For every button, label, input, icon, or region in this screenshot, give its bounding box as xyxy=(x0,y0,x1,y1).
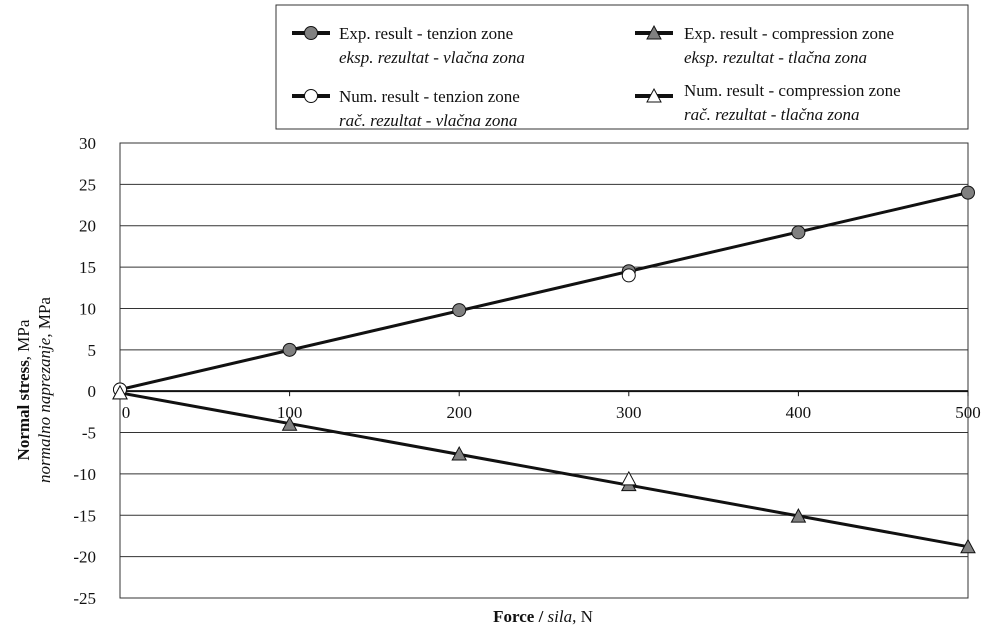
y-tick-label: 5 xyxy=(88,341,97,360)
legend-marker-num-tension xyxy=(304,89,318,103)
y-tick-label: 15 xyxy=(79,258,96,277)
x-tick-label: 500 xyxy=(955,403,981,422)
y-tick-label: 20 xyxy=(79,217,96,236)
legend-entry-num-tension: Num. result - tenzion zone rač. rezultat… xyxy=(292,87,520,130)
plot-frame xyxy=(119,142,969,599)
legend-marker-num-compression xyxy=(646,87,662,103)
legend-label-exp-tension: Exp. result - tenzion zone xyxy=(339,24,513,43)
x-axis-title-bold: Force xyxy=(493,607,535,626)
x-axis-title-unit: , N xyxy=(572,607,593,626)
data-point-triangle xyxy=(620,470,637,486)
y-tick-label: -25 xyxy=(73,589,96,608)
plot-area: 30 25 20 15 10 5 0 -5 -10 -15 -20 -25 0 100 200 300 400 5… xyxy=(73,134,980,608)
x-tick-label: 200 xyxy=(446,403,472,422)
x-tick-label: 0 xyxy=(122,403,131,422)
y-tick-label: -5 xyxy=(82,424,96,443)
y-axis-title-unit: , MPa xyxy=(14,319,33,360)
data-point-circle xyxy=(282,342,297,357)
legend-label-num-compression: Num. result - compression zone xyxy=(684,81,901,100)
legend-entry-exp-compression: Exp. result - compression zone eksp. rez… xyxy=(635,24,894,67)
y-tick-label: 0 xyxy=(88,382,97,401)
legend-sublabel-num-compression: rač. rezultat - tlačna zona xyxy=(684,105,860,124)
y-axis-title-unit2: , MPa xyxy=(35,297,54,338)
trend-line-tension xyxy=(119,191,969,391)
legend-label-num-tension: Num. result - tenzion zone xyxy=(339,87,520,106)
y-tick-label: -20 xyxy=(73,548,96,567)
y-axis-title-line2: normalno naprezanje, MPa xyxy=(35,297,54,483)
legend-box xyxy=(275,4,969,130)
x-axis-title: Force / sila, N xyxy=(493,607,593,626)
x-axis-title-italic: sila xyxy=(548,607,573,626)
x-axis-title-sep: / xyxy=(534,607,547,626)
x-tick-label: 400 xyxy=(786,403,812,422)
y-tick-label: 25 xyxy=(79,175,96,194)
trend-line-compression xyxy=(119,391,969,549)
legend-marker-exp-tension xyxy=(304,26,318,40)
x-tick-label: 300 xyxy=(616,403,642,422)
legend-sublabel-num-tension: rač. rezultat - vlačna zona xyxy=(339,111,517,130)
y-tick-label: 30 xyxy=(79,134,96,153)
y-tick-label: -10 xyxy=(73,465,96,484)
legend-label-exp-compression: Exp. result - compression zone xyxy=(684,24,894,43)
data-point-triangle xyxy=(451,445,468,461)
data-point-triangle xyxy=(790,508,807,523)
legend: Exp. result - tenzion zone eksp. rezulta… xyxy=(275,4,969,130)
data-point-triangle xyxy=(960,538,976,554)
y-axis-title-bold: Normal stress xyxy=(14,360,33,461)
y-tick-label: 10 xyxy=(79,299,96,318)
data-point-circle xyxy=(621,268,636,283)
data-point-circle xyxy=(961,185,975,200)
legend-entry-num-compression: Num. result - compression zone rač. rezu… xyxy=(635,81,901,124)
y-axis-title-line1: Normal stress, MPa xyxy=(14,319,33,460)
legend-sublabel-exp-compression: eksp. rezultat - tlačna zona xyxy=(684,48,867,67)
y-tick-label: -15 xyxy=(73,506,96,525)
data-point-circle xyxy=(452,303,467,318)
y-axis-title-italic: normalno naprezanje xyxy=(35,337,54,483)
data-point-triangle xyxy=(281,416,298,431)
legend-entry-exp-tension: Exp. result - tenzion zone eksp. rezulta… xyxy=(292,24,525,67)
x-tick-label: 100 xyxy=(277,403,303,422)
y-axis-title: Normal stress, MPa normalno naprezanje, … xyxy=(14,297,54,483)
data-point-circle xyxy=(791,225,806,240)
legend-sublabel-exp-tension: eksp. rezultat - vlačna zona xyxy=(339,48,525,67)
data-point-triangle xyxy=(112,384,128,400)
legend-marker-exp-compression xyxy=(646,24,662,40)
